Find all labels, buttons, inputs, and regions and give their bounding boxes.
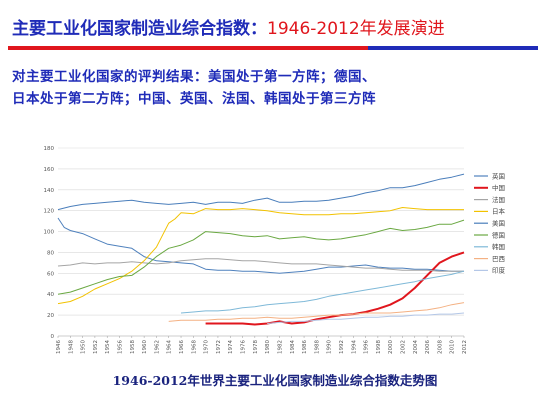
legend-label: 印度 — [492, 266, 506, 275]
y-tick-label: 20 — [47, 313, 54, 319]
legend-label: 德国 — [492, 230, 505, 239]
legend-label: 法国 — [492, 195, 505, 204]
series-line-法国 — [57, 258, 464, 272]
slide-title-main: 主要工业化国家制造业综合指数 — [12, 19, 250, 39]
y-tick-label: 80 — [47, 250, 54, 256]
x-tick-label: 1968 — [191, 340, 197, 354]
y-tick-label: 40 — [47, 292, 54, 298]
y-axis-ticks: 0 20 40 60 80 100 120 140 160 180 — [44, 146, 55, 340]
x-tick-label: 2002 — [400, 340, 406, 354]
x-tick-label: 1980 — [265, 340, 271, 354]
series-line-巴西 — [168, 302, 465, 322]
y-tick-label: 120 — [44, 209, 55, 215]
legend-label: 韩国 — [492, 242, 505, 251]
series-line-美国 — [57, 173, 465, 211]
title-underline-blue — [368, 46, 538, 50]
x-tick-label: 2012 — [462, 340, 468, 354]
title-underline-red — [8, 46, 368, 50]
x-tick-label: 2010 — [450, 340, 456, 354]
x-tick-label: 2008 — [437, 340, 443, 354]
x-tick-label: 1950 — [81, 340, 87, 354]
y-tick-label: 140 — [44, 188, 55, 194]
x-tick-label: 2006 — [425, 340, 431, 354]
y-tick-label: 60 — [47, 271, 54, 277]
x-tick-label: 2004 — [413, 340, 419, 354]
summary-line-2: 日本处于第二方阵；中国、英国、法国、韩国处于第三方阵 — [12, 91, 376, 107]
x-tick-label: 1948 — [68, 340, 74, 354]
legend-label: 英国 — [492, 171, 505, 180]
x-tick-label: 1994 — [351, 340, 357, 354]
summary-text: 对主要工业化国家的评判结果：美国处于第一方阵；德国、 日本处于第二方阵；中国、英… — [12, 66, 540, 110]
x-tick-label: 1964 — [167, 340, 173, 354]
y-tick-label: 0 — [51, 334, 55, 340]
series-line-中国 — [205, 251, 465, 326]
legend-label: 巴西 — [492, 255, 506, 263]
slide-title-years: 1946-2012年发展演进 — [267, 19, 445, 39]
x-tick-label: 1958 — [130, 340, 136, 354]
legend-label: 美国 — [492, 219, 505, 228]
y-tick-label: 160 — [44, 167, 55, 173]
series-line-英国 — [57, 217, 464, 274]
line-chart: 0 20 40 60 80 100 120 140 160 180 1946 1948 1950 195… — [44, 146, 506, 354]
x-tick-label: 1992 — [339, 340, 345, 354]
legend-label: 中国 — [492, 183, 505, 192]
chart-grid — [58, 147, 464, 337]
x-tick-label: 1976 — [241, 340, 247, 354]
x-tick-label: 1960 — [142, 340, 148, 354]
title-underline — [8, 46, 538, 50]
y-tick-label: 180 — [44, 146, 55, 152]
x-tick-label: 1984 — [290, 340, 296, 354]
chart-caption: 1946-2012年世界主要工业化国家制造业综合指数走势图 — [112, 373, 438, 388]
x-tick-label: 1972 — [216, 340, 222, 354]
chart-series — [57, 173, 465, 326]
x-tick-label: 1954 — [105, 340, 111, 354]
slide-title: 主要工业化国家制造业综合指数：1946-2012年发展演进 — [12, 14, 542, 39]
x-tick-label: 1956 — [118, 340, 124, 354]
x-tick-label: 1966 — [179, 340, 185, 354]
series-line-德国 — [57, 219, 465, 295]
x-tick-label: 1986 — [302, 340, 308, 354]
x-tick-label: 1962 — [154, 340, 160, 354]
x-tick-label: 1998 — [376, 340, 382, 354]
x-tick-label: 1946 — [56, 340, 62, 354]
series-line-印度 — [267, 312, 465, 324]
x-tick-label: 1982 — [277, 340, 283, 354]
x-tick-label: 2000 — [388, 340, 394, 354]
x-tick-label: 1970 — [204, 340, 210, 354]
x-axis-ticks: 1946 1948 1950 1952 1954 1956 1958 1960 1962 1964… — [56, 336, 468, 354]
x-tick-label: 1988 — [314, 340, 320, 354]
series-line-韩国 — [180, 270, 465, 314]
x-tick-label: 1952 — [93, 340, 99, 354]
slide-title-colon: ： — [250, 19, 267, 39]
summary-line-1: 对主要工业化国家的评判结果：美国处于第一方阵；德国、 — [12, 69, 376, 85]
x-tick-label: 1996 — [364, 340, 370, 354]
legend-label: 日本 — [492, 207, 506, 216]
y-tick-label: 100 — [44, 230, 55, 236]
x-tick-label: 1974 — [228, 340, 234, 354]
x-tick-label: 1978 — [253, 340, 259, 354]
x-tick-label: 1990 — [327, 340, 333, 354]
series-line-日本 — [57, 207, 464, 305]
